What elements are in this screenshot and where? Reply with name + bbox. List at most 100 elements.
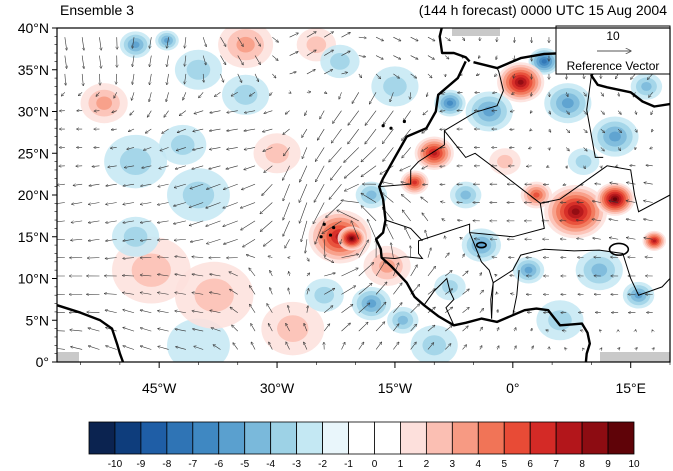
wind-vector (576, 220, 584, 221)
wind-vector (583, 92, 587, 96)
wind-vector (184, 73, 185, 84)
wind-vector (369, 92, 377, 104)
wind-vector (460, 237, 463, 239)
wind-vector (57, 348, 65, 350)
wind-vector (494, 74, 497, 76)
wind-vector (203, 73, 204, 82)
wind-vector (600, 92, 604, 96)
wind-vector (410, 324, 417, 332)
wind-vector (230, 307, 238, 313)
wind-vector (463, 254, 465, 258)
island (319, 235, 323, 239)
anomaly-contour (517, 79, 524, 85)
missing-data-patch (57, 352, 79, 362)
wind-vector (402, 128, 411, 141)
wind-vector (315, 220, 325, 244)
wind-vector (87, 312, 100, 313)
wind-vector (651, 110, 653, 115)
wind-vector (652, 129, 653, 132)
wind-vector (190, 183, 204, 189)
wind-vector (242, 238, 256, 247)
wind-vector (145, 128, 152, 133)
y-tick-label: 35°N (18, 62, 49, 78)
wind-vector (442, 219, 446, 221)
wind-vector (514, 328, 516, 332)
wind-vector (268, 323, 273, 332)
anomaly-contour (314, 286, 335, 304)
country-border (469, 232, 494, 319)
wind-vector (249, 304, 256, 313)
wind-vector (111, 129, 117, 130)
wind-vector (206, 202, 221, 209)
wind-vector (140, 183, 152, 186)
colorbar-label: 2 (424, 459, 430, 470)
wind-vector (610, 183, 619, 184)
wind-vector (272, 73, 276, 78)
wind-vector (643, 219, 653, 222)
wind-vector (132, 55, 135, 67)
wind-vector (510, 111, 515, 112)
wind-vector (160, 147, 169, 150)
wind-vector (562, 330, 567, 331)
wind-vector (140, 310, 152, 314)
anomaly-contour (164, 38, 170, 44)
wind-vector (422, 213, 429, 222)
colorbar-label: -3 (292, 459, 301, 470)
wind-vector (341, 254, 358, 258)
wind-vector (241, 220, 256, 230)
wind-vector (64, 55, 67, 69)
wind-vector (220, 73, 223, 82)
wind-vector (105, 258, 117, 259)
wind-vector (314, 183, 325, 202)
colorbar: -10 -9 -8 -7 -6 -5 -4 -3 -2 -1 0 1 2 3 4 5 6 7 8 9 10 (88, 421, 640, 470)
wind-vector (333, 110, 342, 124)
wind-vector (445, 289, 452, 295)
x-tick-label: 30°W (260, 380, 295, 396)
wind-vector (267, 304, 273, 313)
wind-vector (108, 166, 117, 167)
wind-vector (530, 111, 531, 114)
wind-vector (300, 165, 308, 182)
wind-vector (209, 165, 221, 169)
wind-vector (237, 37, 244, 46)
wind-vector (130, 110, 135, 116)
wind-vector (254, 37, 261, 46)
wind-vector (510, 129, 515, 130)
wind-vector (88, 328, 100, 332)
wind-vector (157, 293, 169, 295)
wind-vector (352, 92, 360, 103)
wind-vector (175, 329, 186, 332)
x-tick-label: 15°W (378, 380, 413, 396)
wind-vector (230, 289, 238, 295)
wind-vector (174, 239, 186, 240)
y-tick-label: 0° (36, 354, 49, 370)
country-border (385, 219, 423, 242)
wind-vector (185, 37, 186, 48)
wind-vector (262, 128, 273, 132)
wind-vector (382, 128, 394, 144)
wind-vector (142, 165, 152, 168)
wind-vector (158, 346, 169, 350)
wind-vector (480, 273, 482, 277)
wind-vector (427, 343, 434, 350)
colorbar-swatch (529, 421, 557, 455)
anomaly-contour (641, 81, 652, 91)
anomaly-contour (541, 59, 547, 64)
wind-vector (403, 110, 411, 122)
reference-vector-label: Reference Vector (567, 59, 660, 73)
wind-vector (179, 110, 187, 116)
anomaly-contour (460, 190, 471, 200)
anomaly-contour (575, 154, 592, 169)
wind-vector (530, 129, 532, 131)
wind-vector (157, 220, 169, 223)
wind-vector (341, 286, 355, 295)
wind-vector (112, 111, 117, 113)
wind-vector (147, 110, 152, 118)
wind-vector (272, 55, 278, 61)
wind-vector (202, 37, 206, 47)
wind-vector (445, 236, 446, 240)
wind-vector (231, 92, 238, 96)
colorbar-swatch (88, 421, 116, 455)
wind-vector (305, 110, 308, 116)
wind-vector (626, 201, 636, 203)
